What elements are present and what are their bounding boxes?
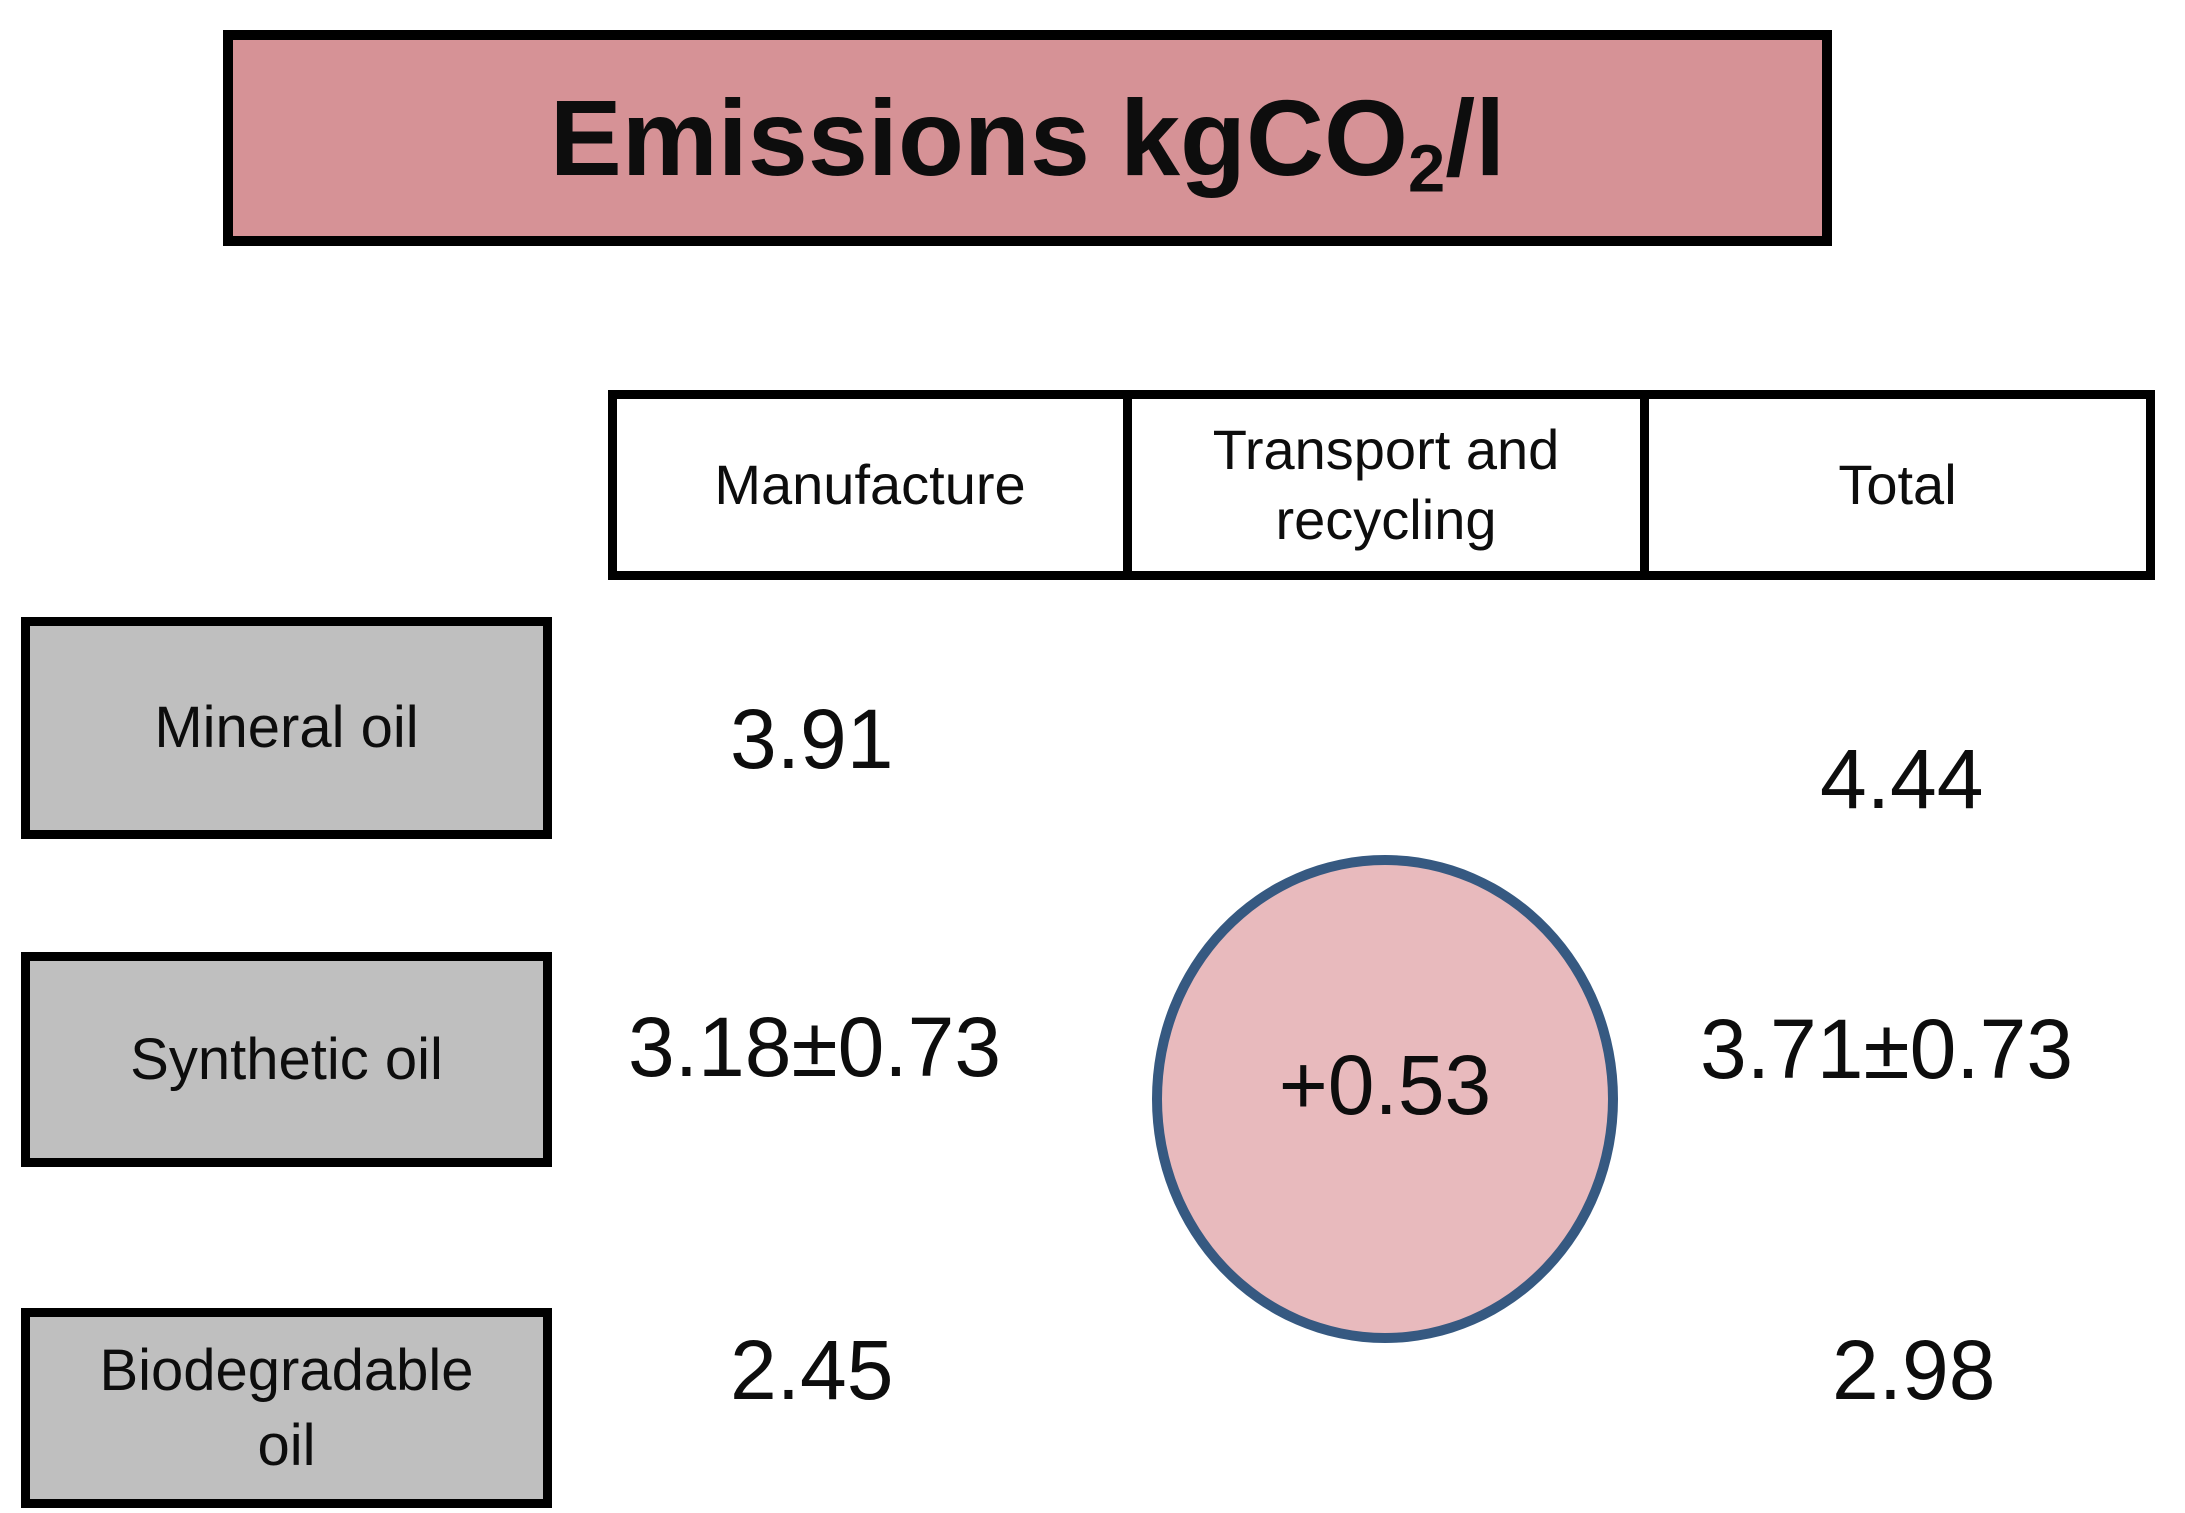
title-suffix: /l: [1445, 77, 1506, 198]
value-biodegradable-total: 2.98: [1832, 1323, 1996, 1417]
circle-value: +0.53: [1278, 1038, 1492, 1132]
table-header-row: Manufacture Transport and recycling Tota…: [608, 390, 2155, 580]
column-header-transport-recycling: Transport and recycling: [1132, 399, 1649, 571]
row-label-synthetic-oil: Synthetic oil: [21, 952, 552, 1167]
page-title: Emissions kgCO2/l: [550, 84, 1506, 203]
title-prefix: Emissions kgCO: [549, 77, 1408, 198]
row-label-biodegradable-oil: Biodegradable oil: [21, 1308, 552, 1508]
value-mineral-total: 4.44: [1820, 732, 1984, 826]
column-header-manufacture: Manufacture: [617, 399, 1132, 571]
value-synthetic-manufacture: 3.18±0.73: [628, 1000, 1002, 1094]
transport-recycling-circle: +0.53: [1152, 855, 1618, 1343]
title-box: Emissions kgCO2/l: [223, 30, 1832, 246]
value-synthetic-total: 3.71±0.73: [1700, 1002, 2074, 1096]
value-mineral-manufacture: 3.91: [730, 692, 894, 786]
title-subscript: 2: [1408, 131, 1446, 207]
column-header-total: Total: [1838, 453, 1957, 516]
row-label-mineral-oil: Mineral oil: [21, 617, 552, 839]
value-biodegradable-manufacture: 2.45: [730, 1323, 894, 1417]
